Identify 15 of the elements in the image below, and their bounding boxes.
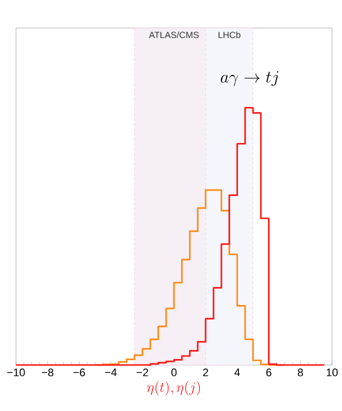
band-label: ATLAS/CMS: [148, 32, 199, 38]
x-tick-label: 4: [234, 368, 240, 376]
x-tick-label: 10: [326, 368, 338, 376]
x-tick-label: −8: [42, 368, 54, 376]
x-axis-title: $\eta(t),\eta(j)$: [147, 381, 200, 396]
band-label: LHCb: [218, 32, 240, 38]
x-tick-label: 6: [266, 368, 272, 376]
x-tick-label: −2: [136, 368, 148, 376]
x-tick-label: −4: [105, 368, 117, 376]
x-tick-label: 2: [203, 368, 208, 376]
x-tick-label: −6: [74, 368, 85, 376]
x-tick-label: −10: [7, 368, 25, 376]
text: $a\gamma \to tj$: [220, 71, 278, 86]
x-tick-label: 8: [298, 368, 303, 376]
x-tick-label: 0: [171, 368, 177, 376]
